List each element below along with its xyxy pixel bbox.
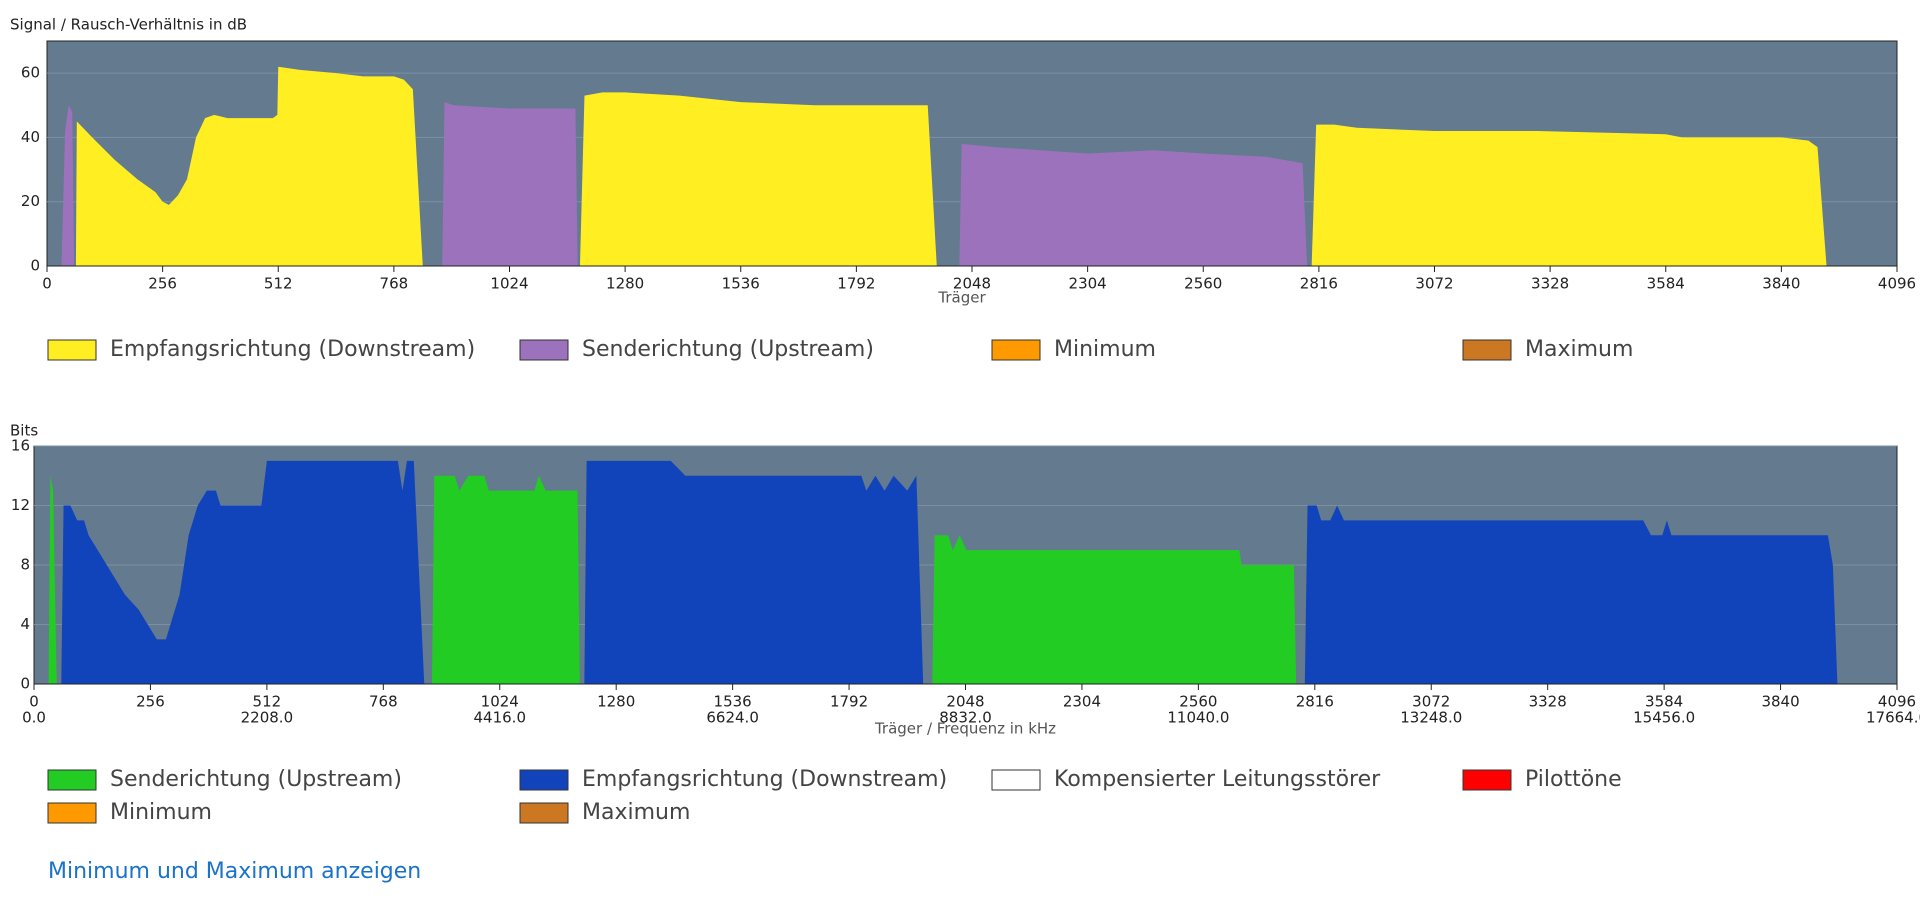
- x-tick-label: 512: [253, 693, 282, 711]
- x-tick-label: 768: [380, 275, 409, 293]
- legend-label: Minimum: [110, 800, 212, 825]
- legend-label: Pilottöne: [1525, 767, 1622, 792]
- y-tick-label: 16: [11, 437, 30, 455]
- y-tick-label: 20: [21, 192, 40, 210]
- x-tick-label: 1024: [490, 275, 528, 293]
- x-axis-label: Träger: [937, 289, 986, 307]
- x2-tick-label: 8832.0: [939, 709, 992, 727]
- x-tick-label: 768: [369, 693, 398, 711]
- x-axis-label: Träger / Frequenz in kHz: [874, 720, 1056, 738]
- x-tick-label: 2048: [946, 693, 984, 711]
- chart-title: Bits: [10, 422, 38, 440]
- x-tick-label: 256: [136, 693, 165, 711]
- chart-title: Signal / Rausch-Verhältnis in dB: [10, 16, 247, 34]
- x-tick-label: 3072: [1415, 275, 1453, 293]
- y-tick-label: 8: [20, 556, 30, 574]
- legend-label: Senderichtung (Upstream): [582, 337, 874, 362]
- x-tick-label: 1792: [837, 275, 875, 293]
- x-tick-label: 3584: [1645, 693, 1683, 711]
- legend-label: Minimum: [1054, 337, 1156, 362]
- x2-tick-label: 0.0: [22, 709, 46, 727]
- legend-label: Senderichtung (Upstream): [110, 767, 402, 792]
- x2-tick-label: 4416.0: [474, 709, 527, 727]
- y-tick-label: 12: [11, 496, 30, 514]
- area: [75, 66, 1827, 266]
- x-tick-label: 4096: [1878, 275, 1916, 293]
- legend-label: Empfangsrichtung (Downstream): [110, 337, 475, 362]
- x-tick-label: 2560: [1179, 693, 1217, 711]
- link[interactable]: Minimum und Maximum anzeigen: [48, 859, 421, 884]
- legend-label: Kompensierter Leitungsstörer: [1054, 767, 1381, 792]
- area: [48, 475, 1297, 684]
- legend-swatch: [47, 769, 97, 791]
- x-tick-label: 4096: [1878, 693, 1916, 711]
- legend-swatch: [1462, 769, 1512, 791]
- x-tick-label: 2816: [1300, 275, 1338, 293]
- x-tick-label: 1792: [830, 693, 868, 711]
- x-tick-label: 1280: [606, 275, 644, 293]
- x-tick-label: 0: [29, 693, 39, 711]
- x2-tick-label: 17664.0: [1866, 709, 1920, 727]
- y-tick-label: 40: [21, 128, 40, 146]
- y-tick-label: 4: [20, 615, 30, 633]
- y-tick-label: 0: [30, 257, 40, 275]
- area: [61, 102, 1308, 266]
- legend-swatch: [1462, 339, 1512, 361]
- y-tick-label: 0: [20, 675, 30, 693]
- x-tick-label: 256: [148, 275, 177, 293]
- x-tick-label: 3072: [1412, 693, 1450, 711]
- legend-swatch: [519, 339, 569, 361]
- legend-label: Empfangsrichtung (Downstream): [582, 767, 947, 792]
- x-tick-label: 1024: [481, 693, 519, 711]
- x-tick-label: 2560: [1184, 275, 1222, 293]
- x-tick-label: 1280: [597, 693, 635, 711]
- x2-tick-label: 6624.0: [706, 709, 759, 727]
- x2-tick-label: 13248.0: [1400, 709, 1462, 727]
- x-tick-label: 2304: [1069, 275, 1107, 293]
- legend-swatch: [991, 339, 1041, 361]
- x-tick-label: 3328: [1531, 275, 1569, 293]
- legend-swatch: [519, 769, 569, 791]
- x2-tick-label: 15456.0: [1633, 709, 1695, 727]
- legend-swatch: [991, 769, 1041, 791]
- legend-label: Maximum: [582, 800, 690, 825]
- x2-tick-label: 11040.0: [1167, 709, 1229, 727]
- x-tick-label: 2816: [1296, 693, 1334, 711]
- x2-tick-label: 2208.0: [241, 709, 294, 727]
- x-tick-label: 1536: [722, 275, 760, 293]
- x-tick-label: 3840: [1762, 275, 1800, 293]
- y-tick-label: 60: [21, 64, 40, 82]
- legend-label: Maximum: [1525, 337, 1633, 362]
- area: [61, 460, 1838, 684]
- legend-swatch: [47, 339, 97, 361]
- x-tick-label: 0: [42, 275, 52, 293]
- x-tick-label: 2048: [953, 275, 991, 293]
- legend-swatch: [47, 802, 97, 824]
- legend-swatch: [519, 802, 569, 824]
- x-tick-label: 2304: [1063, 693, 1101, 711]
- x-tick-label: 3840: [1761, 693, 1799, 711]
- x-tick-label: 1536: [714, 693, 752, 711]
- x-tick-label: 512: [264, 275, 293, 293]
- x-tick-label: 3328: [1529, 693, 1567, 711]
- x-tick-label: 3584: [1647, 275, 1685, 293]
